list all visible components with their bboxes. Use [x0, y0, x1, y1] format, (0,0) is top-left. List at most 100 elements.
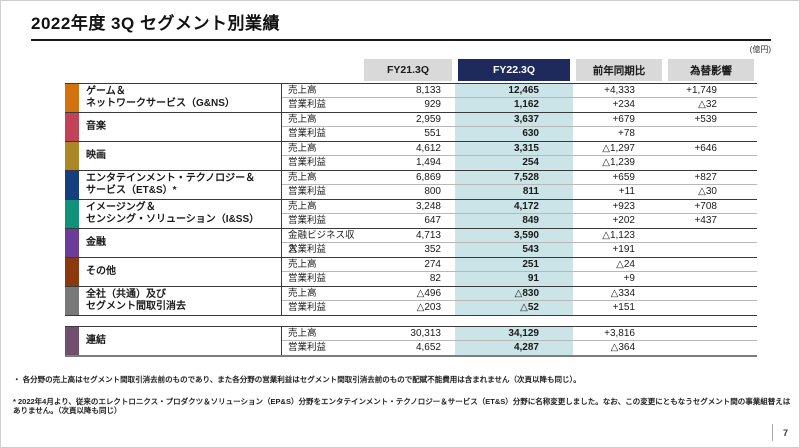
header-spacer: [65, 59, 79, 81]
header-spacer: [79, 59, 281, 81]
footnote-2: * 2022年4月より、従来のエレクトロニクス・プロダクツ＆ソリューション（EP…: [13, 397, 791, 415]
value-yoy: +202: [612, 215, 635, 226]
value-yoy: △1,297: [573, 142, 665, 156]
segment-name: 金融: [79, 229, 281, 257]
value-fy22: 3,590: [455, 229, 573, 243]
value-fy22: 251: [455, 258, 573, 272]
metric-label: 営業利益: [281, 156, 361, 170]
segment-name-line: サービス（ET&S）*: [86, 185, 177, 196]
value-fy22: 3,315: [455, 142, 573, 156]
metric-label: 売上高: [281, 113, 361, 127]
value-fy22: 630: [455, 127, 573, 141]
metric-label: 売上高: [281, 171, 361, 185]
value-yoy: +234: [612, 99, 635, 110]
metric-label: 営業利益: [281, 214, 361, 228]
value-fx: [665, 272, 757, 286]
segment-name: 連結: [79, 327, 281, 355]
value-yoy: +151: [612, 302, 635, 313]
segment-block: ゲーム＆ ネットワークサービス（G&NS） 売上高 8,133 12,465 +4,333…: [65, 83, 757, 112]
value-fy21: 4,612: [361, 142, 455, 156]
segment-name-line: セグメント間取引消去: [86, 301, 186, 312]
value-fy22: 811: [455, 185, 573, 199]
segment-block: イメージング＆ センシング・ソリューション（I&SS） 売上高 3,248 4,172 +…: [65, 199, 757, 228]
column-header-fy22: FY22.3Q: [458, 59, 570, 81]
value-fy22: 849: [455, 214, 573, 228]
segment-name-line: 音楽: [86, 121, 106, 132]
value-fx: △32: [698, 99, 717, 110]
value-fx: [665, 127, 757, 141]
value-fx: [665, 341, 757, 355]
value-fy21: 274: [361, 258, 455, 272]
value-fy21: 1,494: [415, 157, 441, 168]
value-yoy: △334: [573, 287, 665, 301]
column-header-yoy: 前年同期比: [576, 59, 662, 81]
value-fy21: 800: [424, 186, 441, 197]
segment-name: 音楽: [79, 113, 281, 141]
segment-block: 映画 売上高 4,612 3,315 △1,297 +646 営業利益 1,494 254 △1,…: [65, 141, 757, 170]
segment-block: その他 売上高 274 251 △24 営業利益 82 91 +9: [65, 257, 757, 286]
column-header-fx: 為替影響: [668, 59, 754, 81]
segment-name-line: 連結: [86, 335, 106, 346]
segment-name: その他: [79, 258, 281, 286]
value-fx: +646: [665, 142, 757, 156]
metric-label: 金融ビジネス収入: [281, 229, 361, 255]
consolidated-block: 連結 売上高 30,313 34,129 +3,816 営業利益 4,652 4,287 △36…: [65, 326, 757, 357]
segment-name: 映画: [79, 142, 281, 170]
segment-color-bar: [65, 200, 79, 228]
value-fy21: 647: [424, 215, 441, 226]
value-fy21: 551: [424, 128, 441, 139]
value-yoy: +3,816: [573, 327, 665, 341]
value-yoy: +659: [573, 171, 665, 185]
segment-color-bar: [65, 229, 79, 257]
segment-block: 金融 金融ビジネス収入 4,713 3,590 △1,123 営業利益 352 543 +191: [65, 228, 757, 257]
value-yoy: +679: [573, 113, 665, 127]
value-fy22: 12,465: [455, 84, 573, 98]
value-fx: +437: [694, 215, 717, 226]
value-fx: [665, 287, 757, 301]
value-yoy: +11: [618, 186, 635, 197]
value-fy21: 2,959: [361, 113, 455, 127]
value-fy21: 6,869: [361, 171, 455, 185]
table-header-row: FY21.3Q FY22.3Q 前年同期比 為替影響: [65, 59, 757, 81]
metric-label: 営業利益: [281, 185, 361, 199]
value-fy22: 543: [455, 243, 573, 257]
metric-label: 営業利益: [281, 127, 361, 141]
segment-color-bar: [65, 327, 79, 355]
value-fy21: 8,133: [361, 84, 455, 98]
value-yoy: △24: [573, 258, 665, 272]
value-fx: [665, 156, 757, 170]
metric-label: 営業利益: [281, 341, 361, 355]
metric-label: 売上高: [281, 142, 361, 156]
segment-block: 音楽 売上高 2,959 3,637 +679 +539 営業利益 551 630 +78: [65, 112, 757, 141]
segments-body: ゲーム＆ ネットワークサービス（G&NS） 売上高 8,133 12,465 +4,333…: [65, 83, 757, 316]
value-fy22: △52: [455, 301, 573, 315]
metric-label: 営業利益: [281, 272, 361, 286]
value-fx: [665, 258, 757, 272]
metric-label: 営業利益: [281, 98, 361, 112]
value-fx: [665, 229, 757, 243]
segment-name-line: 金融: [86, 237, 106, 248]
value-yoy: △1,239: [602, 157, 635, 168]
value-fy22: 91: [455, 272, 573, 286]
value-fx: +827: [665, 171, 757, 185]
footer-divider: [772, 424, 773, 441]
value-yoy: +191: [612, 244, 635, 255]
segment-name-line: 映画: [86, 150, 106, 161]
footnotes: ・ 各分野の売上高はセグメント間取引消去前のものであり、また各分野の営業利益はセ…: [13, 375, 791, 428]
value-fy21: 82: [429, 273, 441, 284]
footnote-1: ・ 各分野の売上高はセグメント間取引消去前のものであり、また各分野の営業利益はセ…: [13, 375, 581, 384]
metric-label: 売上高: [281, 287, 361, 301]
header-spacer: [281, 59, 361, 81]
value-fx: +1,749: [665, 84, 757, 98]
metric-label: 営業利益: [281, 301, 361, 315]
segment-color-bar: [65, 84, 79, 112]
segment-block: 全社（共通）及び セグメント間取引消去 売上高 △496 △830 △334 営業利益 △20…: [65, 286, 757, 316]
segment-block: エンタテインメント・テクノロジー＆ サービス（ET&S）* 売上高 6,869 7,52…: [65, 170, 757, 199]
value-fy21: 929: [424, 99, 441, 110]
segment-name: 全社（共通）及び セグメント間取引消去: [79, 287, 281, 315]
segment-color-bar: [65, 258, 79, 286]
value-yoy: +78: [618, 128, 635, 139]
metric-label: 売上高: [281, 84, 361, 98]
value-fy21: 4,652: [415, 342, 441, 353]
